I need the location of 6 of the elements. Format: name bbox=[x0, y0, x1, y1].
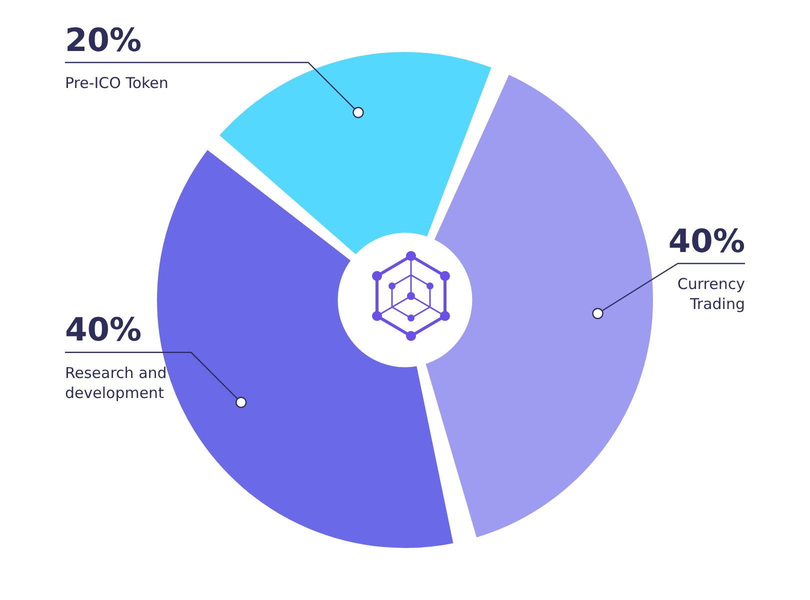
slice-label: Currency Trading bbox=[677, 274, 746, 313]
data-label: 40% bbox=[65, 310, 142, 349]
data-label: 20% bbox=[65, 20, 142, 59]
slice-label: Research and development bbox=[65, 364, 167, 402]
data-label: 40% bbox=[668, 222, 745, 260]
slice-label: Pre-ICO Token bbox=[65, 74, 168, 92]
